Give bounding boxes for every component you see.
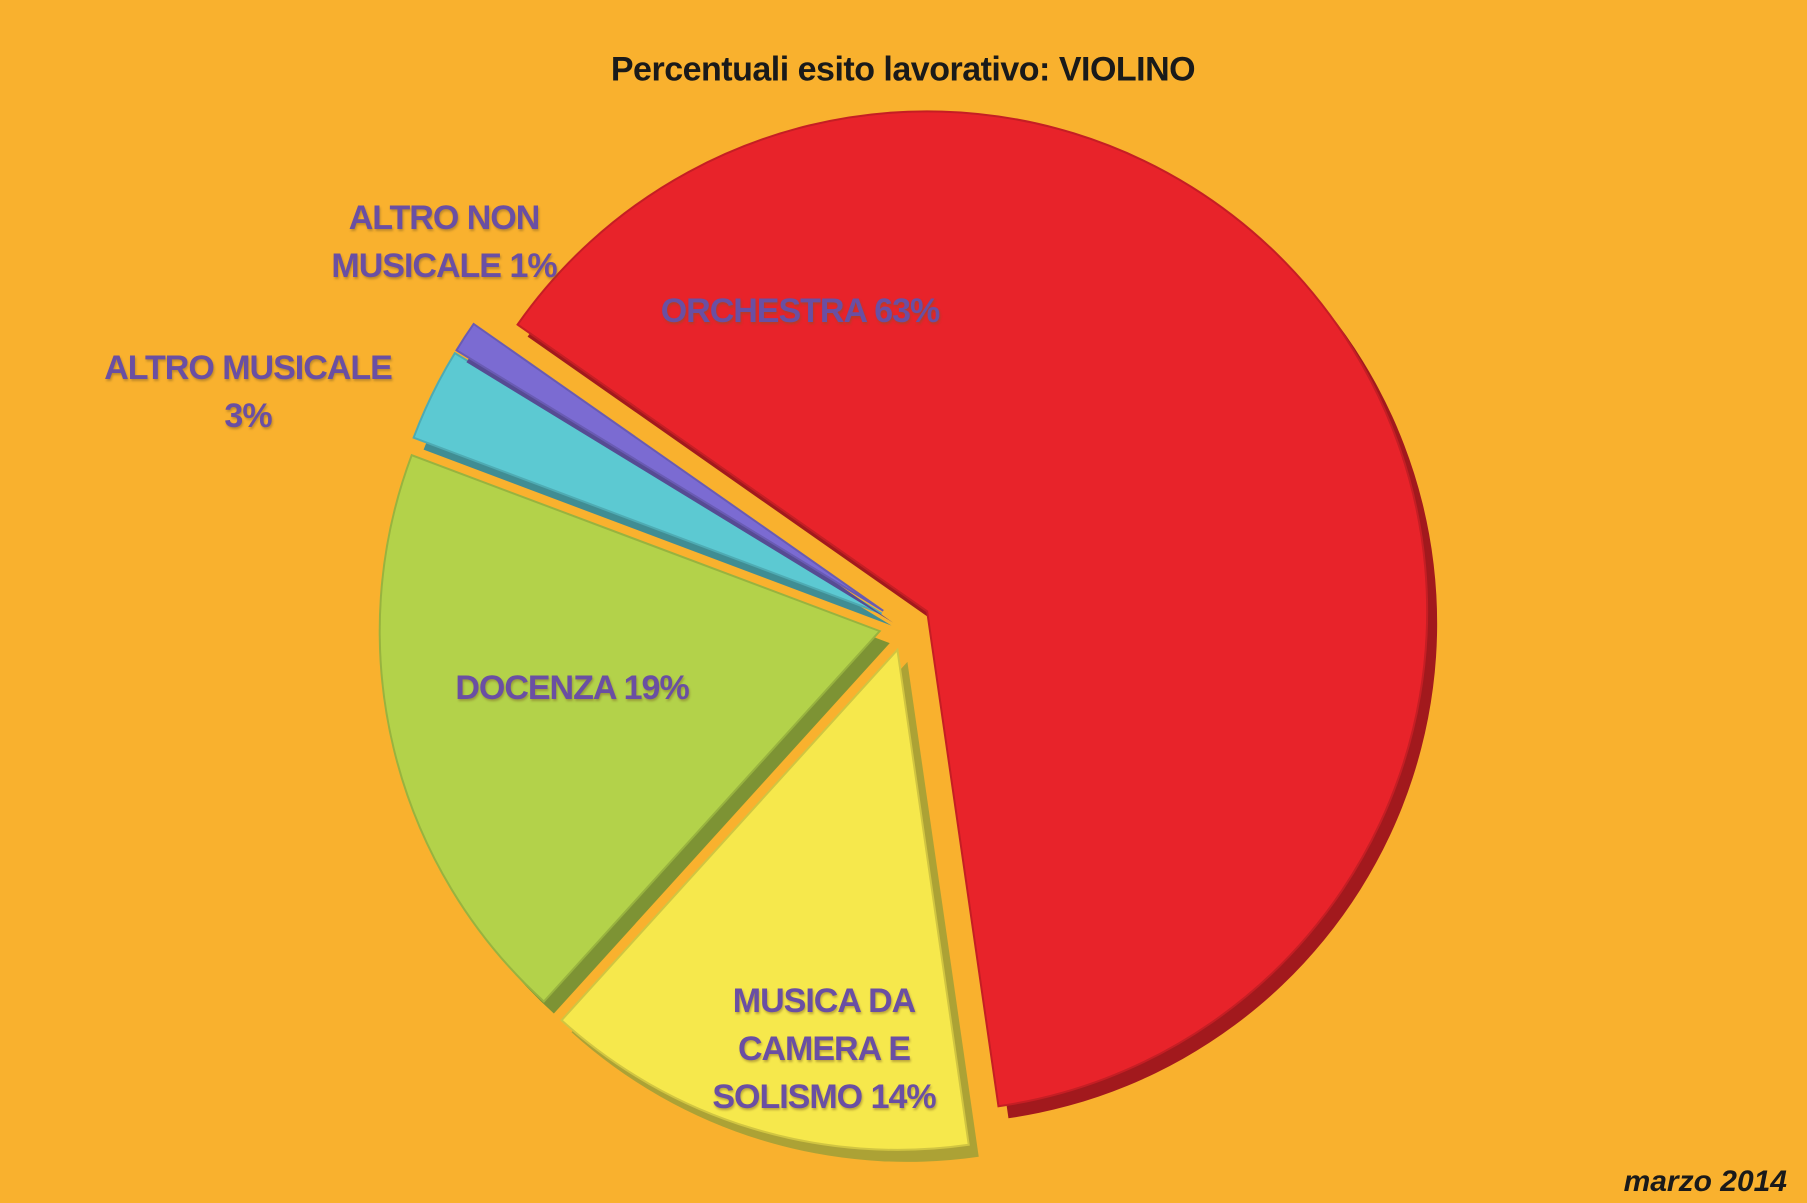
slice-label: ALTRO MUSICALE 3% (83, 344, 413, 440)
slice (516, 110, 1429, 1108)
slice (560, 647, 970, 1151)
category-label: DOCENZA (455, 669, 616, 707)
slice-label: ALTRO NON MUSICALE 1% (314, 194, 574, 290)
value-label: 63% (874, 292, 940, 330)
slice (455, 322, 884, 612)
slice-label: ORCHESTRA 63% (550, 287, 1050, 335)
value-label: 14% (870, 1078, 937, 1116)
category-label: ALTRO NON MUSICALE (331, 199, 540, 285)
slice-label: DOCENZA 19% (372, 664, 772, 712)
value-label: 1% (509, 247, 557, 285)
slice (412, 351, 883, 615)
category-label: MUSICA DA CAMERA E SOLISMO (712, 982, 916, 1116)
value-label: 3% (224, 397, 272, 435)
category-label: ORCHESTRA (660, 292, 867, 330)
value-label: 19% (623, 669, 690, 707)
note: marzo 2014 (1623, 1165, 1787, 1198)
chart-title: Percentuali esito lavorativo: VIOLINO (610, 50, 1196, 89)
category-label: ALTRO MUSICALE (104, 349, 393, 387)
slice (378, 453, 882, 1003)
slice-label: MUSICA DA CAMERA E SOLISMO 14% (694, 977, 954, 1121)
